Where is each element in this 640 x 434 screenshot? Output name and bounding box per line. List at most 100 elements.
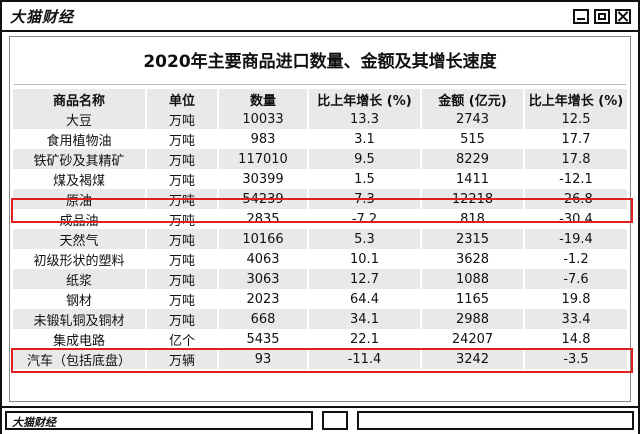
cell-quantity: 2023 <box>218 289 309 309</box>
cell-quantity-growth: 1.5 <box>308 169 422 189</box>
cell-name: 食用植物油 <box>13 129 147 149</box>
minimize-icon[interactable] <box>573 9 589 24</box>
cell-quantity: 10033 <box>218 109 309 129</box>
cell-amount: 515 <box>421 129 525 149</box>
table-row: 大豆 万吨 10033 13.3 2743 12.5 <box>13 109 627 129</box>
cell-unit: 万吨 <box>146 149 219 169</box>
cell-name: 汽车（包括底盘） <box>13 349 147 369</box>
column-header-quantity-growth: 比上年增长 (%) <box>308 89 422 109</box>
cell-amount: 1088 <box>421 269 525 289</box>
table-row: 铁矿砂及其精矿 万吨 117010 9.5 8229 17.8 <box>13 149 627 169</box>
cell-quantity-growth: 5.3 <box>308 229 422 249</box>
import-table: 商品名称 单位 数量 比上年增长 (%) 金额 (亿元) 比上年增长 (%) 大… <box>13 89 627 369</box>
cell-unit: 万辆 <box>146 349 219 369</box>
table-row: 未锻轧铜及铜材 万吨 668 34.1 2988 33.4 <box>13 309 627 329</box>
cell-quantity-growth: 13.3 <box>308 109 422 129</box>
cell-amount: 8229 <box>421 149 525 169</box>
cell-quantity: 5435 <box>218 329 309 349</box>
table-row: 钢材 万吨 2023 64.4 1165 19.8 <box>13 289 627 309</box>
cell-quantity: 117010 <box>218 149 309 169</box>
cell-amount-growth: -3.5 <box>524 349 627 369</box>
cell-amount: 1165 <box>421 289 525 309</box>
cell-amount-growth: -7.6 <box>524 269 627 289</box>
cell-quantity: 93 <box>218 349 309 369</box>
table-row: 原油 万吨 54239 7.3 12218 -26.8 <box>13 189 627 209</box>
cell-quantity: 2835 <box>218 209 309 229</box>
cell-quantity: 983 <box>218 129 309 149</box>
table-row: 成品油 万吨 2835 -7.2 818 -30.4 <box>13 209 627 229</box>
cell-amount: 24207 <box>421 329 525 349</box>
page-title: 2020年主要商品进口数量、金额及其增长速度 <box>143 52 497 72</box>
cell-unit: 万吨 <box>146 189 219 209</box>
footer-title: 大猫财经 <box>12 416 56 429</box>
cell-name: 成品油 <box>13 209 147 229</box>
cell-quantity: 10166 <box>218 229 309 249</box>
cell-amount: 2315 <box>421 229 525 249</box>
cell-amount-growth: 12.5 <box>524 109 627 129</box>
cell-quantity-growth: 9.5 <box>308 149 422 169</box>
cell-name: 钢材 <box>13 289 147 309</box>
cell-quantity-growth: 7.3 <box>308 189 422 209</box>
cell-amount: 2988 <box>421 309 525 329</box>
cell-amount-growth: 33.4 <box>524 309 627 329</box>
cell-quantity-growth: 34.1 <box>308 309 422 329</box>
cell-quantity-growth: 64.4 <box>308 289 422 309</box>
title-divider <box>14 84 626 85</box>
cell-amount: 818 <box>421 209 525 229</box>
cell-unit: 万吨 <box>146 169 219 189</box>
cell-amount-growth: -26.8 <box>524 189 627 209</box>
cell-quantity: 30399 <box>218 169 309 189</box>
app-title: 大猫财经 <box>10 8 75 26</box>
table-row: 煤及褐煤 万吨 30399 1.5 1411 -12.1 <box>13 169 627 189</box>
table-row: 天然气 万吨 10166 5.3 2315 -19.4 <box>13 229 627 249</box>
cell-quantity: 3063 <box>218 269 309 289</box>
cell-amount-growth: 17.7 <box>524 129 627 149</box>
status-panel-left: 大猫财经 <box>5 411 313 430</box>
cell-amount-growth: 19.8 <box>524 289 627 309</box>
close-icon[interactable] <box>615 9 631 24</box>
cell-quantity: 4063 <box>218 249 309 269</box>
cell-name: 大豆 <box>13 109 147 129</box>
cell-name: 初级形状的塑料 <box>13 249 147 269</box>
cell-amount-growth: -1.2 <box>524 249 627 269</box>
cell-unit: 万吨 <box>146 249 219 269</box>
cell-name: 集成电路 <box>13 329 147 349</box>
status-panel-right <box>357 411 634 430</box>
cell-name: 纸浆 <box>13 269 147 289</box>
cell-unit: 万吨 <box>146 229 219 249</box>
cell-quantity: 668 <box>218 309 309 329</box>
document-panel: 2020年主要商品进口数量、金额及其增长速度 商品名称 单位 数量 比上年增长 … <box>9 36 631 402</box>
cell-quantity-growth: 3.1 <box>308 129 422 149</box>
table-row: 初级形状的塑料 万吨 4063 10.1 3628 -1.2 <box>13 249 627 269</box>
cell-unit: 亿个 <box>146 329 219 349</box>
table-row: 食用植物油 万吨 983 3.1 515 17.7 <box>13 129 627 149</box>
cell-name: 铁矿砂及其精矿 <box>13 149 147 169</box>
cell-amount: 1411 <box>421 169 525 189</box>
cell-amount-growth: -19.4 <box>524 229 627 249</box>
cell-unit: 万吨 <box>146 109 219 129</box>
column-header-unit: 单位 <box>146 89 219 109</box>
cell-amount: 3628 <box>421 249 525 269</box>
cell-quantity-growth: 10.1 <box>308 249 422 269</box>
column-header-name: 商品名称 <box>13 89 147 109</box>
cell-unit: 万吨 <box>146 309 219 329</box>
cell-amount-growth: 14.8 <box>524 329 627 349</box>
table-header-row: 商品名称 单位 数量 比上年增长 (%) 金额 (亿元) 比上年增长 (%) <box>13 89 627 109</box>
status-bar: 大猫财经 <box>2 406 638 434</box>
cell-unit: 万吨 <box>146 129 219 149</box>
cell-quantity: 54239 <box>218 189 309 209</box>
cell-amount-growth: -30.4 <box>524 209 627 229</box>
cell-amount-growth: -12.1 <box>524 169 627 189</box>
column-header-quantity: 数量 <box>218 89 309 109</box>
title-bar: 大猫财经 <box>2 2 638 32</box>
table-row: 汽车（包括底盘） 万辆 93 -11.4 3242 -3.5 <box>13 349 627 369</box>
maximize-icon[interactable] <box>594 9 610 24</box>
status-panel-middle <box>322 411 348 430</box>
table-row: 纸浆 万吨 3063 12.7 1088 -7.6 <box>13 269 627 289</box>
cell-amount-growth: 17.8 <box>524 149 627 169</box>
cell-name: 原油 <box>13 189 147 209</box>
column-header-amount-growth: 比上年增长 (%) <box>524 89 627 109</box>
cell-amount: 2743 <box>421 109 525 129</box>
cell-quantity-growth: -7.2 <box>308 209 422 229</box>
